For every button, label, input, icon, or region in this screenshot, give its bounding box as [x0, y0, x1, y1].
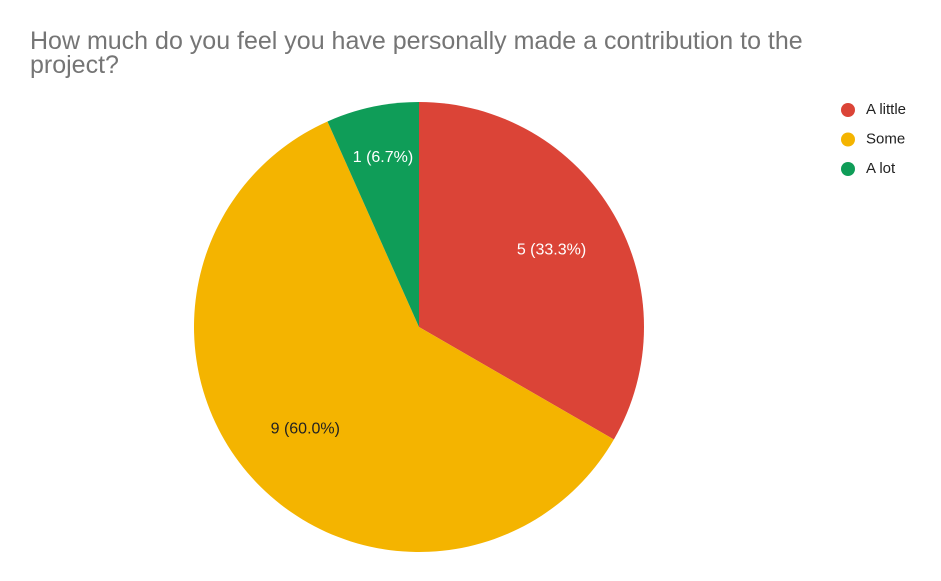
chart-title: How much do you feel you have personally… — [30, 27, 803, 79]
legend-label: Some — [866, 130, 905, 147]
pie-slice — [419, 102, 645, 440]
legend-marker — [841, 103, 855, 117]
slice-label: 9 (60.0%) — [271, 421, 340, 438]
slice-label: 1 (6.7%) — [353, 149, 413, 166]
legend-label: A lot — [866, 160, 896, 177]
pie-slice — [327, 102, 419, 327]
pie-slice — [193, 121, 614, 552]
legend-marker — [841, 162, 855, 176]
legend-label: A little — [866, 101, 906, 118]
slice-label: 5 (33.3%) — [517, 242, 586, 259]
legend-marker — [841, 132, 855, 147]
